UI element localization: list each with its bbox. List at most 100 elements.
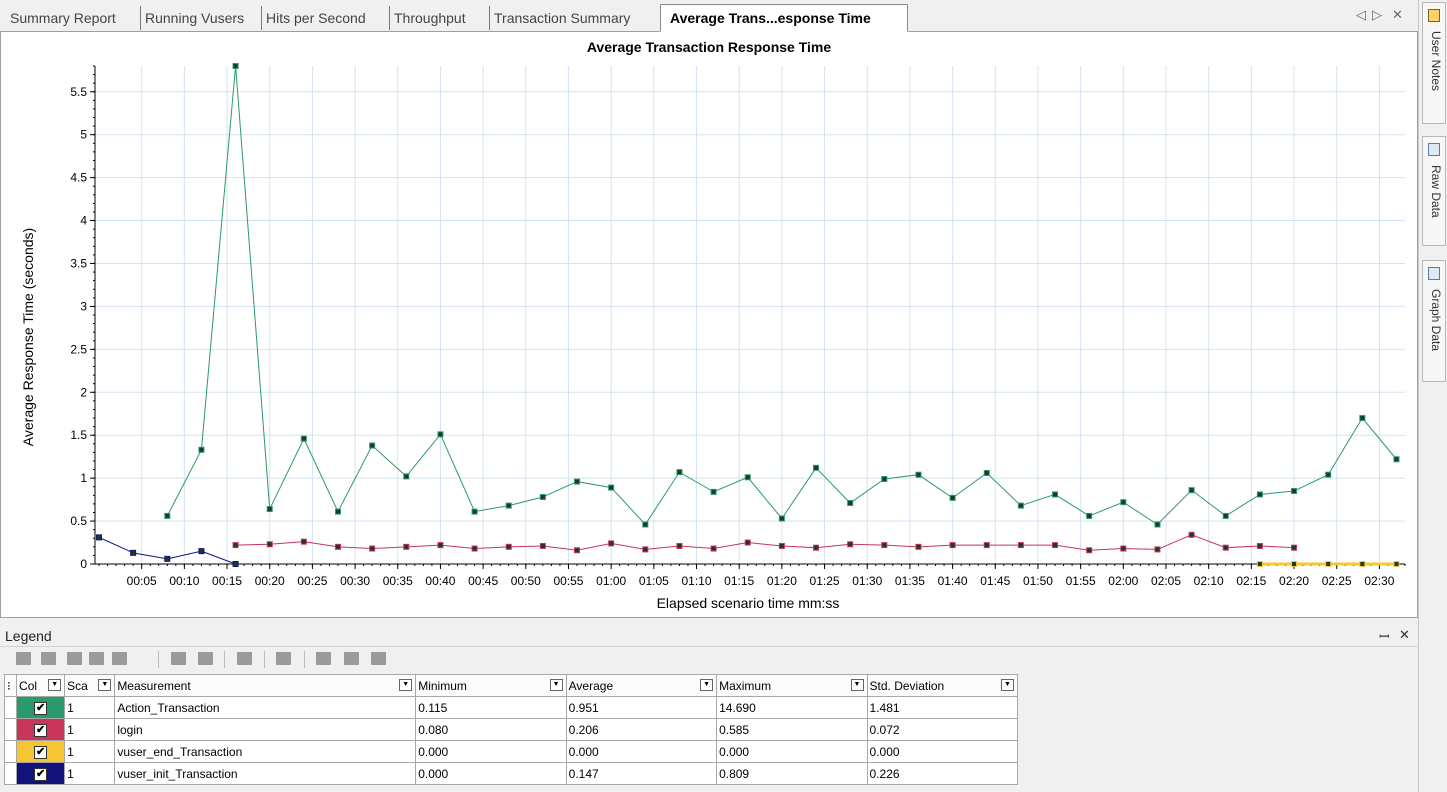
x-tick-label: 00:35 [383, 574, 413, 588]
table-row[interactable]: ✔ 1 vuser_end_Transaction 0.000 0.000 0.… [3, 740, 1019, 763]
maximum-cell: 0.809 [716, 762, 868, 785]
scale-cell: 1 [64, 696, 116, 719]
visibility-checkbox[interactable]: ✔ [34, 746, 48, 759]
chevron-down-icon[interactable]: ▼ [850, 679, 864, 691]
data-point [232, 561, 239, 567]
series-color-swatch[interactable]: ✔ [16, 718, 66, 741]
data-point [574, 478, 581, 485]
configure-measurement-icon[interactable] [171, 652, 186, 665]
legend-close-icon[interactable]: ✕ [1399, 627, 1410, 642]
auto-correlate-icon[interactable] [237, 652, 252, 665]
std-deviation-cell: 0.000 [866, 740, 1019, 763]
measurement-cell: Action_Transaction [114, 696, 417, 719]
tab-prev-icon[interactable]: ◁ [1356, 7, 1366, 22]
x-tick-label: 01:25 [810, 574, 840, 588]
row-selector[interactable] [3, 718, 18, 741]
data-point [1188, 487, 1195, 494]
std-deviation-cell: 1.481 [866, 696, 1019, 719]
series-color-swatch[interactable]: ✔ [16, 696, 66, 719]
graph-data-button[interactable]: Graph Data [1422, 260, 1446, 382]
chevron-down-icon[interactable]: ▼ [1001, 679, 1014, 691]
user-notes-button[interactable]: User Notes [1422, 2, 1446, 124]
average-cell: 0.000 [565, 740, 718, 763]
export-icon[interactable] [371, 652, 386, 665]
plot-area [95, 66, 1405, 564]
pin-icon[interactable]: ꟷ [1379, 629, 1390, 644]
row-selector[interactable] [3, 740, 18, 763]
x-tick-label: 00:15 [212, 574, 242, 588]
tab-throughput[interactable]: Throughput [390, 6, 490, 30]
col-header-std-deviation[interactable]: Std. Deviation ▼ [866, 674, 1019, 697]
data-point [164, 512, 171, 519]
table-row[interactable]: ✔ 1 login 0.080 0.206 0.585 0.072 [3, 718, 1019, 741]
data-point [847, 500, 854, 507]
data-point [710, 488, 717, 495]
std-deviation-cell: 0.226 [866, 762, 1019, 785]
data-point [335, 508, 342, 515]
tab-transaction-summary[interactable]: Transaction Summary [494, 10, 631, 26]
chevron-down-icon[interactable]: ▼ [98, 679, 112, 691]
visibility-checkbox[interactable]: ✔ [34, 702, 48, 715]
hide-selected-icon[interactable] [41, 652, 56, 665]
col-header-color[interactable]: Col ▼ [16, 674, 66, 697]
tab-running-vusers[interactable]: Running Vusers [141, 6, 262, 30]
visibility-checkbox[interactable]: ✔ [34, 768, 48, 781]
group-by-icon[interactable] [344, 652, 359, 665]
chevron-down-icon[interactable]: ▼ [700, 679, 714, 691]
x-tick-label: 02:10 [1194, 574, 1224, 588]
x-tick-label: 00:55 [553, 574, 583, 588]
average-cell: 0.206 [565, 718, 718, 741]
visibility-checkbox[interactable]: ✔ [34, 724, 48, 737]
row-selector[interactable] [3, 762, 18, 785]
data-point [266, 541, 273, 548]
toolbar-separator [304, 651, 305, 668]
data-point [1086, 547, 1093, 554]
link-icon[interactable] [89, 652, 104, 665]
show-selected-icon[interactable] [16, 652, 31, 665]
toolbar-separator [158, 651, 159, 668]
col-header-maximum[interactable]: Maximum ▼ [716, 674, 868, 697]
show-only-selected-icon[interactable] [67, 652, 82, 665]
measurement-cell: login [114, 718, 417, 741]
col-header-average[interactable]: Average ▼ [565, 674, 718, 697]
x-tick-label: 01:30 [852, 574, 882, 588]
series-color-swatch[interactable]: ✔ [16, 762, 66, 785]
legend-header-row: ⁝ Col ▼ Sca ▼ Measurement ▼ Minimum ▼ Averag… [3, 674, 1019, 697]
measurement-options-icon[interactable] [198, 652, 213, 665]
chevron-down-icon[interactable]: ▼ [48, 679, 62, 691]
raw-data-icon [1428, 143, 1440, 156]
tab-average-transaction-response-time[interactable]: Average Trans...esponse Time [660, 4, 908, 32]
column-chooser-icon[interactable]: ⁝ [3, 674, 18, 697]
user-notes-icon [1428, 9, 1440, 22]
data-point [744, 539, 751, 546]
x-tick-label: 01:05 [639, 574, 669, 588]
tab-next-icon[interactable]: ▷ [1372, 7, 1382, 22]
x-tick-label: 01:20 [767, 574, 797, 588]
tab-summary-report[interactable]: Summary Report [6, 6, 141, 30]
row-selector[interactable] [3, 696, 18, 719]
x-tick-label: 00:45 [468, 574, 498, 588]
tab-close-icon[interactable]: ✕ [1392, 7, 1403, 22]
tab-hits-per-second[interactable]: Hits per Second [262, 6, 390, 30]
series-color-swatch[interactable]: ✔ [16, 740, 66, 763]
col-header-minimum[interactable]: Minimum ▼ [415, 674, 567, 697]
col-header-scale[interactable]: Sca ▼ [64, 674, 116, 697]
data-point [1154, 546, 1161, 553]
col-header-minimum-label: Minimum [418, 678, 467, 693]
x-tick-label: 02:30 [1364, 574, 1394, 588]
tab-bar: Summary Report Running Vusers Hits per S… [0, 0, 1418, 32]
raw-data-button[interactable]: Raw Data [1422, 136, 1446, 246]
filter-icon[interactable] [112, 652, 127, 665]
data-point [1188, 531, 1195, 538]
table-row[interactable]: ✔ 1 Action_Transaction 0.115 0.951 14.69… [3, 696, 1019, 719]
data-point [710, 545, 717, 552]
table-row[interactable]: ✔ 1 vuser_init_Transaction 0.000 0.147 0… [3, 762, 1019, 785]
maximum-cell: 14.690 [716, 696, 868, 719]
col-header-measurement[interactable]: Measurement ▼ [114, 674, 417, 697]
data-point [437, 431, 444, 438]
chevron-down-icon[interactable]: ▼ [549, 679, 563, 691]
break-down-icon[interactable] [316, 652, 331, 665]
columns-icon[interactable] [276, 652, 291, 665]
chevron-down-icon[interactable]: ▼ [399, 679, 413, 691]
x-tick-label: 02:20 [1279, 574, 1309, 588]
